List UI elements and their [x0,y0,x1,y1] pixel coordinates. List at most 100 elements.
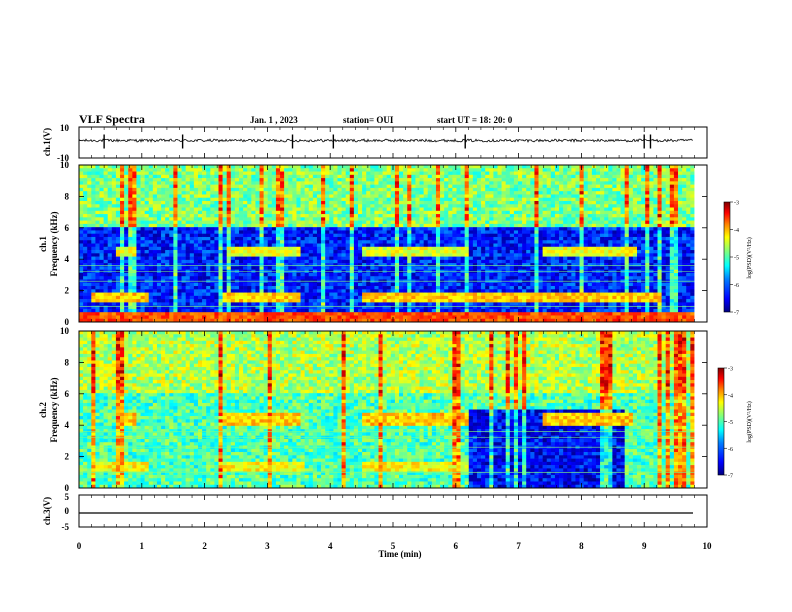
spectrogram-cell [456,315,461,320]
spectrogram-cell [234,312,240,316]
spectrogram-cell [140,302,145,306]
spectrogram-cell [403,286,408,290]
spectrogram-cell [255,207,260,212]
spectrogram-cell [259,295,264,300]
spectrogram-cell [464,240,470,244]
spectrogram-cell [140,256,145,261]
spectrogram-cell [419,200,424,205]
spectrogram-cell [419,250,424,254]
spectrogram-cell [452,204,457,208]
spectrogram-cell [296,197,301,202]
spectrogram-cell [407,292,412,297]
spectrogram-cell [79,282,84,287]
spectrogram-cell [403,207,408,212]
spectrogram-cell [263,289,269,293]
spectrogram-cell [399,276,404,280]
spectrogram-cell [103,302,109,306]
spectrogram-cell [423,289,429,293]
spectrogram-cell [370,276,375,280]
spectrogram-cell [431,210,437,215]
spectrogram-cell [386,243,392,248]
spectrogram-cell [440,240,445,244]
spectrogram-cell [210,236,215,241]
spectrogram-cell [456,200,461,205]
spectrogram-cell [407,187,412,192]
spectrogram-cell [79,276,84,280]
spectrogram-cell [226,269,232,274]
spectrogram-cell [321,233,326,238]
spectrogram-cell [468,276,474,280]
spectrogram-cell [214,184,219,189]
spectrogram-cell [169,246,174,251]
spectrogram-cell [292,236,297,241]
spectrogram-cell [91,223,96,228]
spectrogram-cell [144,197,150,202]
spectrogram-cell [152,236,158,241]
spectrogram-cell [493,253,498,257]
spectrogram-cell [378,308,383,313]
spectrogram-cell [321,210,326,215]
spectrogram-cell [210,223,215,228]
spectrogram-cell [202,230,207,234]
spectrogram-cell [411,318,416,323]
spectrogram-cell [435,223,441,228]
spectrogram-cell [493,191,498,195]
spectrogram-cell [284,289,289,293]
spectrogram-cell [161,240,166,244]
spectrogram-cell [321,259,326,264]
spectrogram-cell [214,305,219,310]
spectrogram-cell [366,220,371,225]
spectrogram-cell [124,200,129,205]
header-date: Jan. 1 , 2023 [250,115,298,125]
spectrogram-cell [427,200,433,205]
spectrogram-cell [259,266,264,270]
spectrogram-cell [456,256,461,261]
spectrogram-cell [374,191,379,195]
spectrogram-cell [448,217,453,221]
spectrogram-cell [452,259,457,264]
spectrogram-cell [378,276,383,280]
spectrogram-cell [173,178,178,182]
spectrogram-cell [399,217,404,221]
spectrogram-cell [247,292,252,297]
spectrogram-cell [427,236,433,241]
spectrogram-cell [136,305,141,310]
spectrogram-cell [87,286,92,290]
spectrogram-cell [431,256,437,261]
spectrogram-cell [288,233,293,238]
spectrogram-cell [107,168,113,172]
spectrogram-cell [460,230,465,234]
spectrogram-cell [333,223,338,228]
spectrogram-cell [431,269,437,274]
spectrogram-cell [427,207,433,212]
spectrogram-cell [321,292,326,297]
spectrogram-cell [189,217,195,221]
spectrogram-cell [115,318,121,323]
spectrogram-cell [161,200,166,205]
spectrogram-cell [370,282,375,287]
spectrogram-cell [427,194,433,199]
spectrogram-cell [185,269,191,274]
spectrogram-cell [107,276,113,280]
spectrogram-cell [185,227,191,231]
spectrogram-cell [423,217,429,221]
spectrogram-cell [218,194,223,199]
spectrogram-cell [353,214,359,218]
spectrogram-cell [259,318,264,323]
spectrogram-cell [472,256,478,261]
spectrogram-cell [222,272,227,277]
spectrogram-cell [386,269,392,274]
spectrogram-cell [456,217,461,221]
spectrogram-cell [362,214,367,218]
spectrogram-cell [230,295,236,300]
spectrogram-cell [358,227,363,231]
spectrogram-cell [501,240,506,244]
spectrogram-cell [312,250,318,254]
spectrogram-cell [263,292,269,297]
spectrogram-cell [99,207,104,212]
spectrogram-cell [308,236,314,241]
spectrogram-cell [358,253,363,257]
spectrogram-cell [497,295,502,300]
spectrogram-cell [148,171,154,176]
spectrogram-cell [481,165,486,169]
